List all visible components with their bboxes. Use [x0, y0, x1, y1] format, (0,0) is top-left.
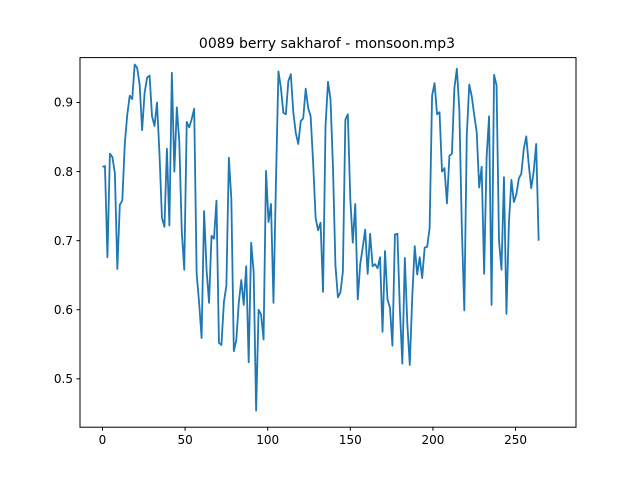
plot-area	[102, 63, 540, 412]
x-tick-label: 250	[504, 433, 527, 447]
x-tick-label: 200	[421, 433, 444, 447]
y-tick-label: 0.5	[54, 372, 73, 386]
y-tick-label: 0.6	[54, 303, 73, 317]
x-tick-label: 100	[256, 433, 279, 447]
y-tick-label: 0.7	[54, 234, 73, 248]
series-line	[102, 63, 540, 412]
chart-title: 0089 berry sakharof - monsoon.mp3	[199, 36, 455, 52]
axes-frame	[79, 57, 577, 428]
y-tick-label: 0.8	[54, 165, 73, 179]
x-tick-label: 150	[339, 433, 362, 447]
y-axis: 0.5 0.6 0.7 0.8 0.9	[54, 96, 80, 386]
x-axis: 0 50 100 150 200 250	[99, 427, 527, 447]
y-tick-label: 0.9	[54, 96, 73, 110]
x-tick-label: 50	[177, 433, 192, 447]
x-tick-label: 0	[99, 433, 107, 447]
